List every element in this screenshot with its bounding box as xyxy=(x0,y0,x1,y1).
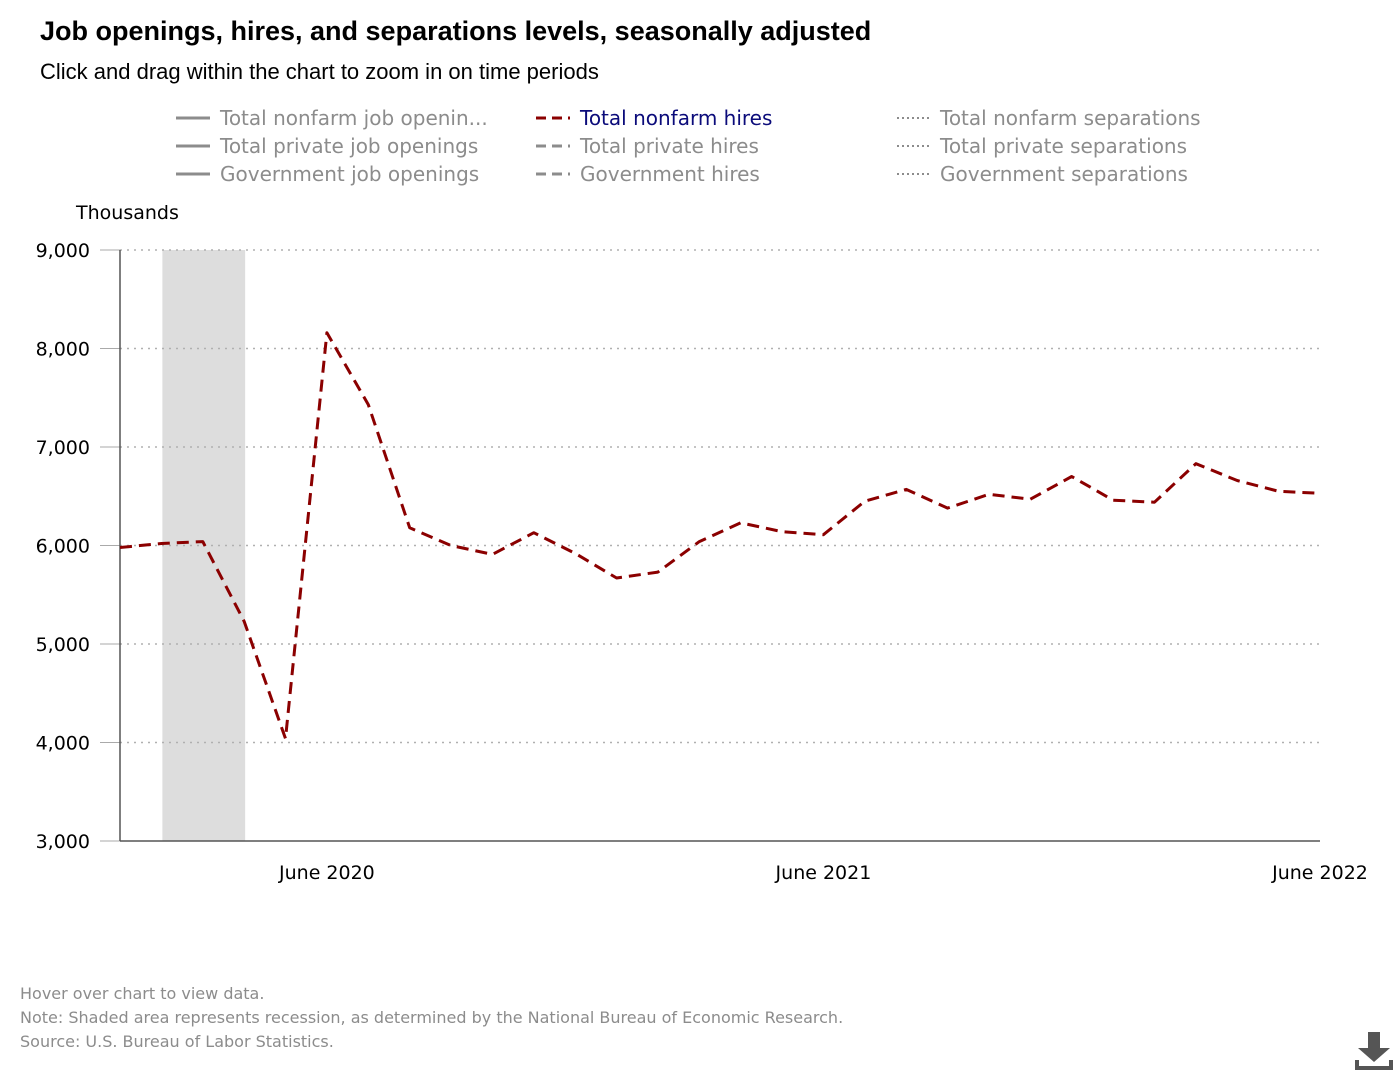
legend-label: Total nonfarm separations xyxy=(940,106,1201,130)
legend-label: Total private job openings xyxy=(220,134,479,158)
data-point xyxy=(569,547,581,559)
legend-swatch-solid xyxy=(176,116,210,120)
data-point xyxy=(445,540,457,552)
data-point xyxy=(1148,496,1160,508)
data-point xyxy=(197,536,209,548)
data-point xyxy=(155,538,167,550)
legend-item-total-private-separations[interactable]: Total private separations xyxy=(896,132,1187,160)
footer: Hover over chart to view data. Note: Sha… xyxy=(20,982,843,1054)
data-point xyxy=(404,522,416,534)
x-tick-label: June 2022 xyxy=(1271,862,1368,884)
data-point xyxy=(1066,471,1078,483)
recession-note: Note: Shaded area represents recession, … xyxy=(20,1008,844,1027)
data-point xyxy=(611,572,623,584)
legend-label: Total private hires xyxy=(580,134,759,158)
data-point xyxy=(114,541,126,553)
legend-swatch-solid xyxy=(176,172,210,176)
legend-label: Total nonfarm hires xyxy=(580,106,773,130)
legend-swatch-dotted xyxy=(896,172,930,176)
y-tick-label: 9,000 xyxy=(36,240,90,262)
data-point xyxy=(817,529,829,541)
legend-swatch-solid xyxy=(176,144,210,148)
legend-item-total-nonfarm-separations[interactable]: Total nonfarm separations xyxy=(896,104,1201,132)
legend: Total nonfarm job openin... Total privat… xyxy=(176,104,1256,194)
data-point xyxy=(486,548,498,560)
axes-layer: June 2020 June 2021 June 2022 xyxy=(119,250,1368,884)
legend-item-government-separations[interactable]: Government separations xyxy=(896,160,1188,188)
data-point xyxy=(942,502,954,514)
y-axis-label: Thousands xyxy=(75,202,179,224)
x-tick-label: June 2020 xyxy=(278,862,375,884)
legend-item-total-private-job-openings[interactable]: Total private job openings xyxy=(176,132,478,160)
grid-layer: 3,000 4,000 5,000 6,000 7,000 8,000 9,000 xyxy=(36,240,1320,853)
legend-label: Total private separations xyxy=(940,134,1188,158)
y-tick-label: 6,000 xyxy=(36,536,90,558)
data-point xyxy=(859,495,871,507)
chart-subtitle: Click and drag within the chart to zoom … xyxy=(40,59,599,84)
series-layer xyxy=(114,327,1326,745)
download-button[interactable] xyxy=(1352,1030,1396,1074)
data-point xyxy=(693,536,705,548)
legend-item-total-nonfarm-hires[interactable]: Total nonfarm hires xyxy=(536,104,772,132)
legend-label: Total nonfarm job openin... xyxy=(220,106,488,130)
legend-swatch-dashed xyxy=(536,172,570,176)
data-point xyxy=(1273,485,1285,497)
chart-plot[interactable]: Thousands 3,000 4,000 5,000 6,000 7,000 8,000… xyxy=(0,0,1400,960)
legend-item-government-hires[interactable]: Government hires xyxy=(536,160,760,188)
source-note: Source: U.S. Bureau of Labor Statistics. xyxy=(20,1032,334,1051)
data-point xyxy=(652,566,664,578)
data-point xyxy=(1107,494,1119,506)
data-point xyxy=(983,488,995,500)
y-tick-label: 7,000 xyxy=(36,437,90,459)
data-point xyxy=(1190,458,1202,470)
data-point xyxy=(1231,474,1243,486)
legend-swatch-dotted xyxy=(896,116,930,120)
data-point xyxy=(776,526,788,538)
data-point xyxy=(362,399,374,411)
y-tick-label: 8,000 xyxy=(36,339,90,361)
legend-swatch-dotted xyxy=(896,144,930,148)
y-tick-label: 5,000 xyxy=(36,634,90,656)
legend-swatch-dashed xyxy=(536,116,570,120)
legend-item-government-job-openings[interactable]: Government job openings xyxy=(176,160,479,188)
legend-item-total-private-hires[interactable]: Total private hires xyxy=(536,132,759,160)
data-point xyxy=(528,527,540,539)
data-point xyxy=(1024,493,1036,505)
series-line-total-nonfarm-hires xyxy=(119,331,1321,741)
data-point xyxy=(238,615,250,627)
legend-item-total-nonfarm-job-openings[interactable]: Total nonfarm job openin... xyxy=(176,104,488,132)
data-point xyxy=(321,327,333,339)
data-point xyxy=(280,733,292,745)
data-point xyxy=(1314,487,1326,499)
hover-hint: Hover over chart to view data. xyxy=(20,984,265,1003)
legend-label: Government job openings xyxy=(220,162,480,186)
legend-label: Government separations xyxy=(940,162,1188,186)
y-tick-label: 4,000 xyxy=(36,733,90,755)
x-tick-label: June 2021 xyxy=(775,862,872,884)
chart-title: Job openings, hires, and separations lev… xyxy=(40,16,872,46)
legend-label: Government hires xyxy=(580,162,760,186)
legend-swatch-dashed xyxy=(536,144,570,148)
data-point xyxy=(735,517,747,529)
data-point xyxy=(900,483,912,495)
download-icon xyxy=(1355,1032,1393,1070)
y-tick-label: 3,000 xyxy=(36,831,90,853)
